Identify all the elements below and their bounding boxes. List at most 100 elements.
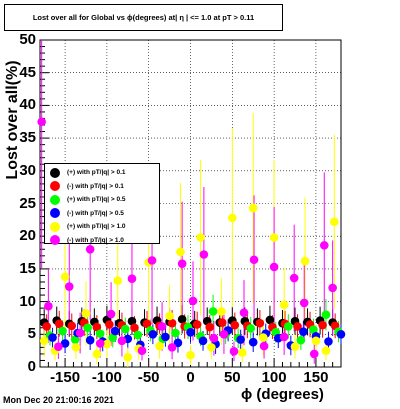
data-point bbox=[177, 314, 187, 324]
data-point bbox=[289, 273, 299, 283]
data-point bbox=[199, 250, 209, 259]
data-point bbox=[85, 244, 95, 254]
data-point bbox=[321, 310, 331, 319]
legend-marker-icon bbox=[50, 221, 60, 232]
data-point bbox=[42, 322, 51, 331]
data-point bbox=[186, 350, 195, 360]
legend: (+) with pT/|q| > 0.1 (-) with pT/|q| > 0… bbox=[44, 163, 160, 246]
data-point bbox=[176, 247, 185, 257]
data-point bbox=[120, 324, 130, 334]
data-point bbox=[249, 255, 259, 265]
data-point bbox=[188, 296, 198, 306]
data-point bbox=[71, 343, 81, 352]
data-point bbox=[127, 274, 137, 284]
data-point bbox=[167, 318, 177, 328]
data-point bbox=[255, 318, 265, 328]
data-point bbox=[238, 348, 247, 357]
data-point bbox=[311, 336, 321, 346]
data-point bbox=[161, 332, 170, 342]
data-point bbox=[95, 339, 105, 348]
data-point bbox=[309, 325, 318, 335]
data-point bbox=[92, 322, 102, 332]
legend-label: (+) with pT/|q| > 0.5 bbox=[67, 196, 126, 204]
data-point bbox=[54, 319, 64, 329]
data-point bbox=[155, 341, 164, 351]
chart-title: Lost over all for Global vs ϕ(degrees) a… bbox=[4, 4, 283, 31]
data-point bbox=[186, 328, 195, 337]
data-point bbox=[192, 320, 202, 329]
data-point bbox=[102, 339, 112, 349]
legend-entry: (-) with pT/|q| > 0.1 bbox=[48, 180, 156, 194]
data-point bbox=[177, 259, 187, 268]
data-point bbox=[269, 262, 279, 272]
data-point bbox=[60, 272, 70, 282]
x-tick-label: 150 bbox=[303, 369, 329, 386]
y-tick-label: 0 bbox=[27, 358, 36, 375]
legend-marker-icon bbox=[50, 167, 60, 178]
x-tick-label: -150 bbox=[50, 369, 81, 386]
data-point bbox=[117, 336, 127, 346]
data-point bbox=[328, 283, 337, 293]
data-point bbox=[299, 327, 308, 336]
data-point bbox=[37, 117, 46, 127]
x-tick-label: 100 bbox=[261, 369, 287, 386]
legend-label: (-) with pT/|q| > 0.1 bbox=[67, 182, 124, 190]
data-point bbox=[157, 322, 167, 331]
legend-label: (-) with pT/|q| > 1.0 bbox=[67, 236, 124, 244]
data-point bbox=[54, 342, 63, 352]
data-point bbox=[279, 332, 289, 342]
x-tick-label: 50 bbox=[223, 369, 241, 386]
data-point bbox=[219, 330, 229, 339]
legend-entry: (-) with pT/|q| > 0.5 bbox=[48, 207, 156, 221]
data-point bbox=[95, 329, 105, 338]
x-tick-label: 0 bbox=[186, 369, 195, 386]
data-point bbox=[230, 320, 240, 330]
legend-label: (+) with pT/|q| > 1.0 bbox=[67, 223, 126, 231]
y-tick-label: 15 bbox=[19, 259, 36, 277]
y-tick-label: 35 bbox=[19, 129, 36, 147]
data-point bbox=[208, 307, 218, 316]
data-point bbox=[318, 320, 327, 330]
y-tick-label: 20 bbox=[19, 227, 36, 245]
data-point bbox=[248, 203, 258, 213]
legend-entry: (+) with pT/|q| > 0.1 bbox=[48, 166, 156, 180]
data-point bbox=[165, 311, 174, 321]
data-point bbox=[279, 300, 289, 310]
data-point bbox=[248, 337, 258, 347]
data-point bbox=[167, 343, 177, 352]
data-point bbox=[300, 256, 310, 266]
data-point bbox=[319, 241, 329, 250]
data-point bbox=[336, 330, 346, 339]
x-tick-label: -100 bbox=[91, 369, 122, 386]
data-point bbox=[108, 333, 118, 342]
data-point bbox=[48, 333, 57, 342]
data-point bbox=[173, 338, 183, 348]
data-point bbox=[92, 349, 102, 359]
data-point bbox=[209, 333, 219, 343]
data-point bbox=[299, 298, 309, 308]
data-point bbox=[171, 328, 180, 338]
data-point bbox=[205, 322, 215, 332]
data-point bbox=[137, 346, 147, 355]
data-point bbox=[324, 337, 333, 346]
y-tick-label: 45 bbox=[19, 63, 36, 81]
grid bbox=[40, 39, 341, 368]
data-point bbox=[217, 307, 226, 316]
data-point bbox=[321, 346, 331, 355]
data-point bbox=[207, 343, 216, 352]
data-point bbox=[64, 282, 74, 291]
y-tick-label: 10 bbox=[19, 292, 36, 310]
data-point bbox=[228, 213, 237, 223]
data-point bbox=[85, 335, 95, 345]
data-point bbox=[44, 301, 53, 311]
data-point bbox=[147, 256, 157, 265]
data-point bbox=[123, 352, 133, 362]
data-point bbox=[113, 276, 123, 285]
data-point bbox=[110, 326, 120, 336]
data-point bbox=[246, 324, 255, 333]
data-point bbox=[70, 335, 80, 344]
data-point bbox=[309, 349, 319, 359]
data-point bbox=[67, 321, 77, 331]
data-point bbox=[39, 336, 49, 346]
